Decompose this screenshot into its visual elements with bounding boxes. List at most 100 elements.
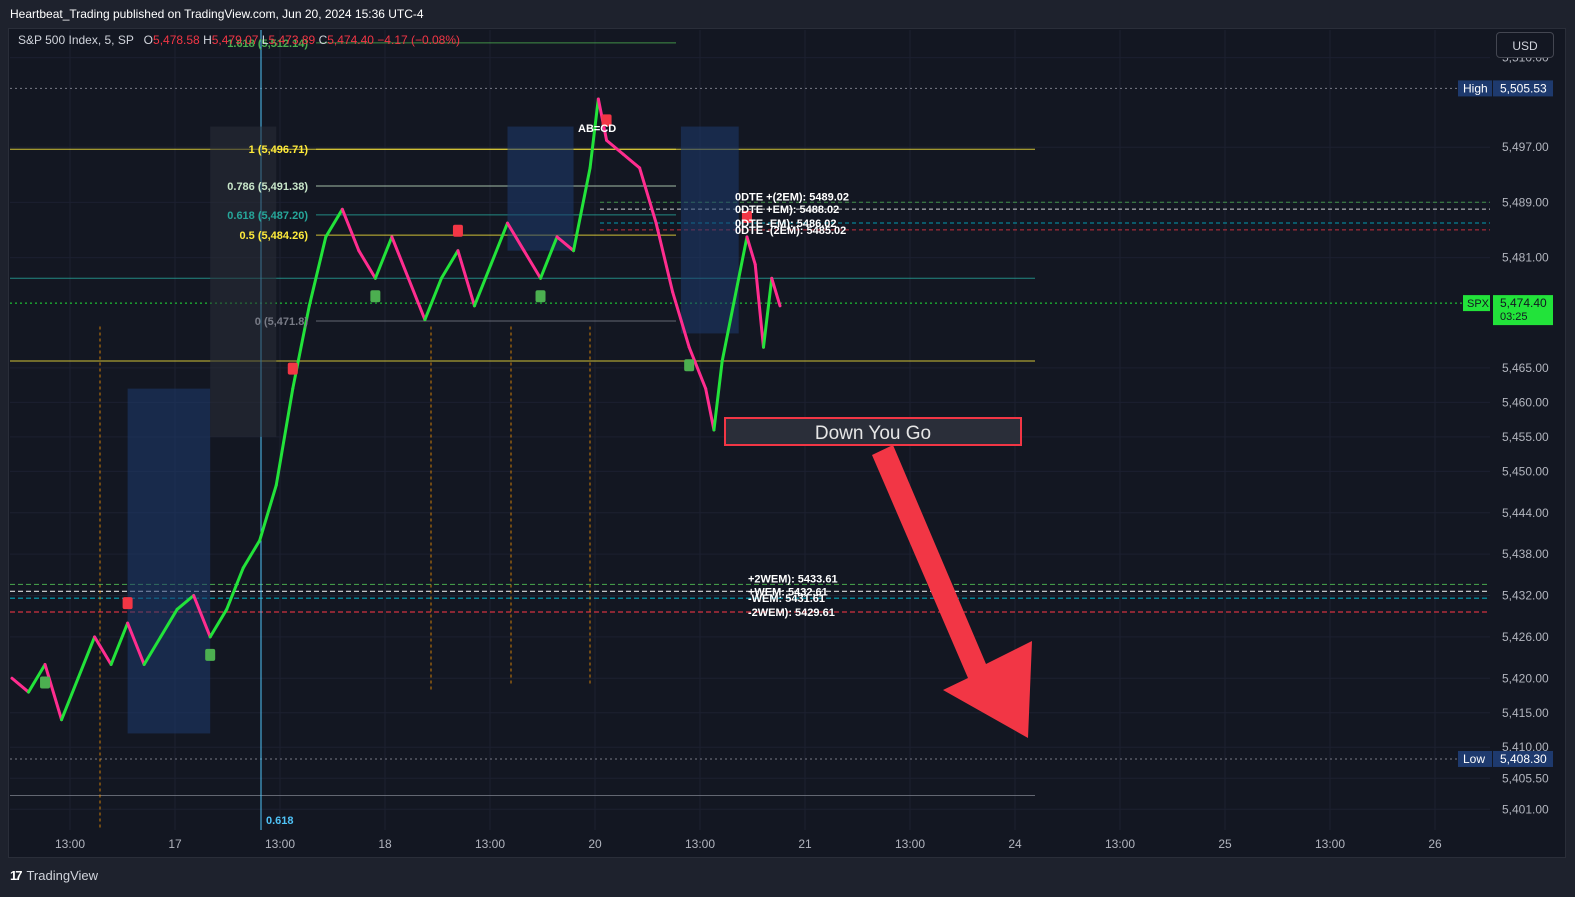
x-tick-label: 26	[1428, 837, 1442, 851]
x-tick-label: 25	[1218, 837, 1232, 851]
buy-signal-icon	[535, 290, 546, 303]
y-tick-label: 5,420.00	[1502, 671, 1549, 685]
x-tick-label: 20	[588, 837, 602, 851]
spx-tag	[1463, 295, 1490, 312]
y-tick-label: 5,444.00	[1502, 506, 1549, 520]
price-segment	[761, 276, 774, 349]
down-you-go-annotation[interactable]: Down You Go	[724, 417, 1022, 446]
level-labels: 1.618 (5,512.14) 1 (5,496.71) 0.786 (5,491…	[227, 38, 849, 827]
y-tick-label: 5,450.00	[1502, 464, 1549, 478]
level-label: 0DTE -EM): 5486.02	[735, 218, 836, 230]
price-segment	[505, 221, 526, 253]
y-tick-label: 5,410.00	[1502, 740, 1549, 754]
price-segment	[704, 387, 716, 432]
price-segment	[324, 207, 344, 239]
y-tick-label: 5,465.00	[1502, 361, 1549, 375]
price-segment	[307, 235, 328, 308]
y-tick-label: 5,401.00	[1502, 802, 1549, 816]
x-tick-label: 13:00	[1105, 837, 1135, 851]
price-segment	[126, 621, 146, 666]
price-segment	[456, 249, 476, 308]
signal-markers	[40, 114, 752, 689]
price-segment	[208, 607, 229, 639]
session-boxes	[127, 126, 739, 734]
y-tick-label: 5,460.00	[1502, 395, 1549, 409]
price-segment	[142, 635, 163, 666]
fib-label: 1.618 (5,512.14)	[227, 38, 308, 50]
x-tick-label: 13:00	[895, 837, 925, 851]
down-arrow-annotation	[872, 445, 1032, 738]
low-value: 5,473.89	[268, 33, 316, 47]
sell-signal-icon	[122, 597, 133, 610]
low-tag	[1458, 750, 1492, 767]
price-segment	[605, 138, 625, 156]
y-tick-label: 5,432.00	[1502, 589, 1549, 603]
price-segment	[109, 621, 130, 666]
price-segment	[192, 594, 212, 639]
fib-label: 0.618 (5,487.20)	[227, 210, 308, 222]
level-label: -WEM: 5431.61	[748, 593, 825, 605]
tradingview-logo[interactable]: 17 TradingView	[10, 868, 98, 883]
open-value: 5,478.58	[153, 33, 200, 47]
x-tick-label: 21	[798, 837, 812, 851]
tradingview-brand: TradingView	[26, 868, 99, 883]
level-label: -2WEM): 5429.61	[748, 607, 835, 619]
price-segment	[60, 676, 80, 722]
y-tick-label: 5,438.00	[1502, 547, 1549, 561]
price-segment	[175, 594, 196, 611]
price-segment	[687, 345, 708, 391]
price-segment	[423, 276, 443, 322]
level-label: +WEM: 5432.61	[748, 586, 828, 598]
x-tick-label: 13:00	[685, 837, 715, 851]
low-tag-label: Low	[1463, 752, 1485, 766]
price-segment	[737, 235, 749, 280]
spx-countdown: 03:25	[1500, 311, 1528, 323]
session-box	[507, 126, 574, 251]
level-label: 0DTE +EM): 5488.02	[735, 204, 839, 216]
price-segment	[522, 249, 543, 280]
price-segment	[745, 235, 757, 266]
price-segment	[712, 359, 724, 432]
pattern-label: AB=CD	[578, 123, 616, 135]
level-label: +2WEM): 5433.61	[748, 573, 838, 585]
close-value: 5,474.40	[327, 33, 374, 47]
low-price-value: 5,408.30	[1500, 752, 1547, 766]
high-label: H	[203, 33, 212, 47]
price-segment	[489, 221, 509, 266]
open-label: O	[143, 33, 154, 47]
fib-extension-label: 0.618	[266, 815, 294, 827]
tradingview-logo-icon: 17	[10, 868, 23, 883]
symbol-legend: S&P 500 Index, 5, SP O5,478.58 H5,479.07…	[18, 33, 460, 47]
price-segment	[720, 276, 741, 363]
y-tick-label: 5,497.00	[1502, 140, 1549, 154]
x-tick-label: 13:00	[1315, 837, 1345, 851]
price-segment	[439, 249, 460, 280]
fib-label: 0.786 (5,491.38)	[227, 181, 308, 193]
price-segment	[159, 607, 179, 639]
price-segment	[27, 662, 47, 694]
published-text: Heartbeat_Trading published on TradingVi…	[10, 7, 424, 21]
y-tick-label: 5,415.00	[1502, 706, 1549, 720]
fib-label: 1 (5,496.71)	[249, 144, 309, 156]
session-box	[210, 126, 277, 437]
price-segment	[770, 276, 782, 308]
price-segment	[225, 566, 245, 611]
price-segment	[572, 166, 592, 253]
x-tick-label: 13:00	[265, 837, 295, 851]
price-segment	[671, 290, 691, 349]
price-segment	[291, 304, 311, 391]
currency-button[interactable]: USD	[1496, 32, 1554, 58]
price-segment	[555, 235, 576, 253]
symbol-name: S&P 500 Index, 5, SP	[18, 33, 134, 47]
price-segment	[638, 166, 658, 225]
price-segment	[340, 207, 361, 253]
price-segment	[357, 249, 377, 280]
x-tick-label: 18	[378, 837, 392, 851]
y-tick-label: 5,455.00	[1502, 430, 1549, 444]
fib-label: 0 (5,471.8)	[255, 316, 309, 328]
price-segment	[390, 235, 410, 280]
change-value: −4.17 (−0.08%)	[377, 33, 461, 47]
buy-signal-icon	[370, 290, 381, 303]
sell-signal-icon	[287, 362, 298, 375]
